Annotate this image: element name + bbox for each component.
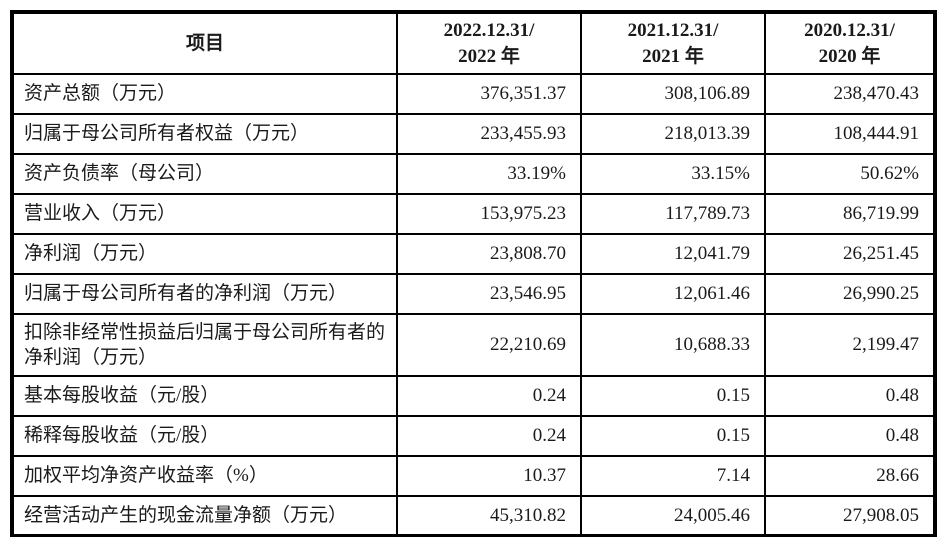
header-2022: 2022.12.31/ 2022 年 — [396, 10, 582, 76]
value-2021: 12,061.46 — [580, 273, 766, 316]
value-2021: 12,041.79 — [580, 233, 766, 276]
row-label: 资产总额（万元） — [11, 73, 398, 116]
row-label: 归属于母公司所有者的净利润（万元） — [11, 273, 398, 316]
value-2020: 50.62% — [764, 153, 936, 196]
row-label: 扣除非经常性损益后归属于母公司所有者的净利润（万元） — [11, 313, 398, 378]
table-row: 加权平均净资产收益率（%） 10.37 7.14 28.66 — [11, 455, 936, 498]
value-2022: 33.19% — [396, 153, 582, 196]
row-label: 经营活动产生的现金流量净额（万元） — [11, 495, 398, 537]
table-row: 资产总额（万元） 376,351.37 308,106.89 238,470.4… — [11, 73, 936, 116]
value-2020: 27,908.05 — [764, 495, 936, 537]
value-2020: 86,719.99 — [764, 193, 936, 236]
value-2022: 23,546.95 — [396, 273, 582, 316]
table-row: 扣除非经常性损益后归属于母公司所有者的净利润（万元） 22,210.69 10,… — [11, 313, 936, 378]
value-2021: 308,106.89 — [580, 73, 766, 116]
value-2021: 33.15% — [580, 153, 766, 196]
row-label: 营业收入（万元） — [11, 193, 398, 236]
table-row: 归属于母公司所有者的净利润（万元） 23,546.95 12,061.46 26… — [11, 273, 936, 316]
value-2022: 10.37 — [396, 455, 582, 498]
row-label: 净利润（万元） — [11, 233, 398, 276]
row-label: 基本每股收益（元/股） — [11, 375, 398, 418]
value-2020: 0.48 — [764, 415, 936, 458]
value-2022: 233,455.93 — [396, 113, 582, 156]
row-label: 资产负债率（母公司） — [11, 153, 398, 196]
value-2020: 26,990.25 — [764, 273, 936, 316]
value-2021: 7.14 — [580, 455, 766, 498]
financial-summary-table: 项目 2022.12.31/ 2022 年 2021.12.31/ 2021 年… — [10, 10, 937, 537]
row-label: 加权平均净资产收益率（%） — [11, 455, 398, 498]
table-row: 基本每股收益（元/股） 0.24 0.15 0.48 — [11, 375, 936, 418]
value-2022: 0.24 — [396, 415, 582, 458]
value-2022: 23,808.70 — [396, 233, 582, 276]
header-2021: 2021.12.31/ 2021 年 — [580, 10, 766, 76]
value-2021: 10,688.33 — [580, 313, 766, 378]
value-2021: 218,013.39 — [580, 113, 766, 156]
value-2020: 0.48 — [764, 375, 936, 418]
value-2020: 28.66 — [764, 455, 936, 498]
value-2022: 22,210.69 — [396, 313, 582, 378]
value-2020: 2,199.47 — [764, 313, 936, 378]
row-label: 稀释每股收益（元/股） — [11, 415, 398, 458]
header-row: 项目 2022.12.31/ 2022 年 2021.12.31/ 2021 年… — [11, 10, 936, 76]
value-2020: 238,470.43 — [764, 73, 936, 116]
value-2022: 376,351.37 — [396, 73, 582, 116]
table-row: 资产负债率（母公司） 33.19% 33.15% 50.62% — [11, 153, 936, 196]
table-row: 归属于母公司所有者权益（万元） 233,455.93 218,013.39 10… — [11, 113, 936, 156]
value-2020: 108,444.91 — [764, 113, 936, 156]
value-2022: 45,310.82 — [396, 495, 582, 537]
row-label: 归属于母公司所有者权益（万元） — [11, 113, 398, 156]
value-2021: 0.15 — [580, 375, 766, 418]
table-row: 净利润（万元） 23,808.70 12,041.79 26,251.45 — [11, 233, 936, 276]
header-item: 项目 — [11, 10, 398, 76]
value-2022: 0.24 — [396, 375, 582, 418]
value-2021: 0.15 — [580, 415, 766, 458]
table-row: 营业收入（万元） 153,975.23 117,789.73 86,719.99 — [11, 193, 936, 236]
table-row: 稀释每股收益（元/股） 0.24 0.15 0.48 — [11, 415, 936, 458]
value-2021: 117,789.73 — [580, 193, 766, 236]
table-row: 经营活动产生的现金流量净额（万元） 45,310.82 24,005.46 27… — [11, 495, 936, 537]
value-2020: 26,251.45 — [764, 233, 936, 276]
header-2020: 2020.12.31/ 2020 年 — [764, 10, 936, 76]
value-2021: 24,005.46 — [580, 495, 766, 537]
value-2022: 153,975.23 — [396, 193, 582, 236]
